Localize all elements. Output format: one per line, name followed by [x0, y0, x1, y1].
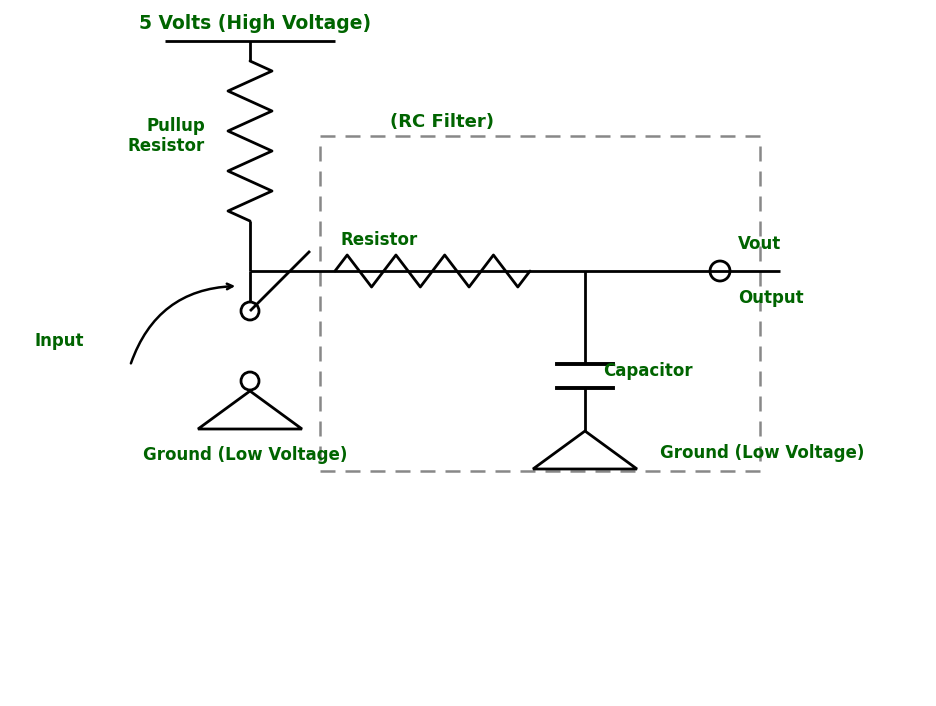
Text: Vout: Vout: [738, 235, 781, 253]
Text: Ground (Low Voltage): Ground (Low Voltage): [142, 446, 347, 464]
Text: (RC Filter): (RC Filter): [389, 113, 493, 131]
Text: Pullup
Resistor: Pullup Resistor: [127, 116, 205, 155]
Text: 5 Volts (High Voltage): 5 Volts (High Voltage): [139, 14, 371, 33]
Text: Output: Output: [738, 289, 803, 307]
Text: Ground (Low Voltage): Ground (Low Voltage): [659, 444, 863, 462]
Text: Resistor: Resistor: [340, 231, 417, 249]
Text: Input: Input: [35, 332, 84, 350]
Bar: [320, 136, 759, 471]
Text: Capacitor: Capacitor: [603, 362, 692, 380]
